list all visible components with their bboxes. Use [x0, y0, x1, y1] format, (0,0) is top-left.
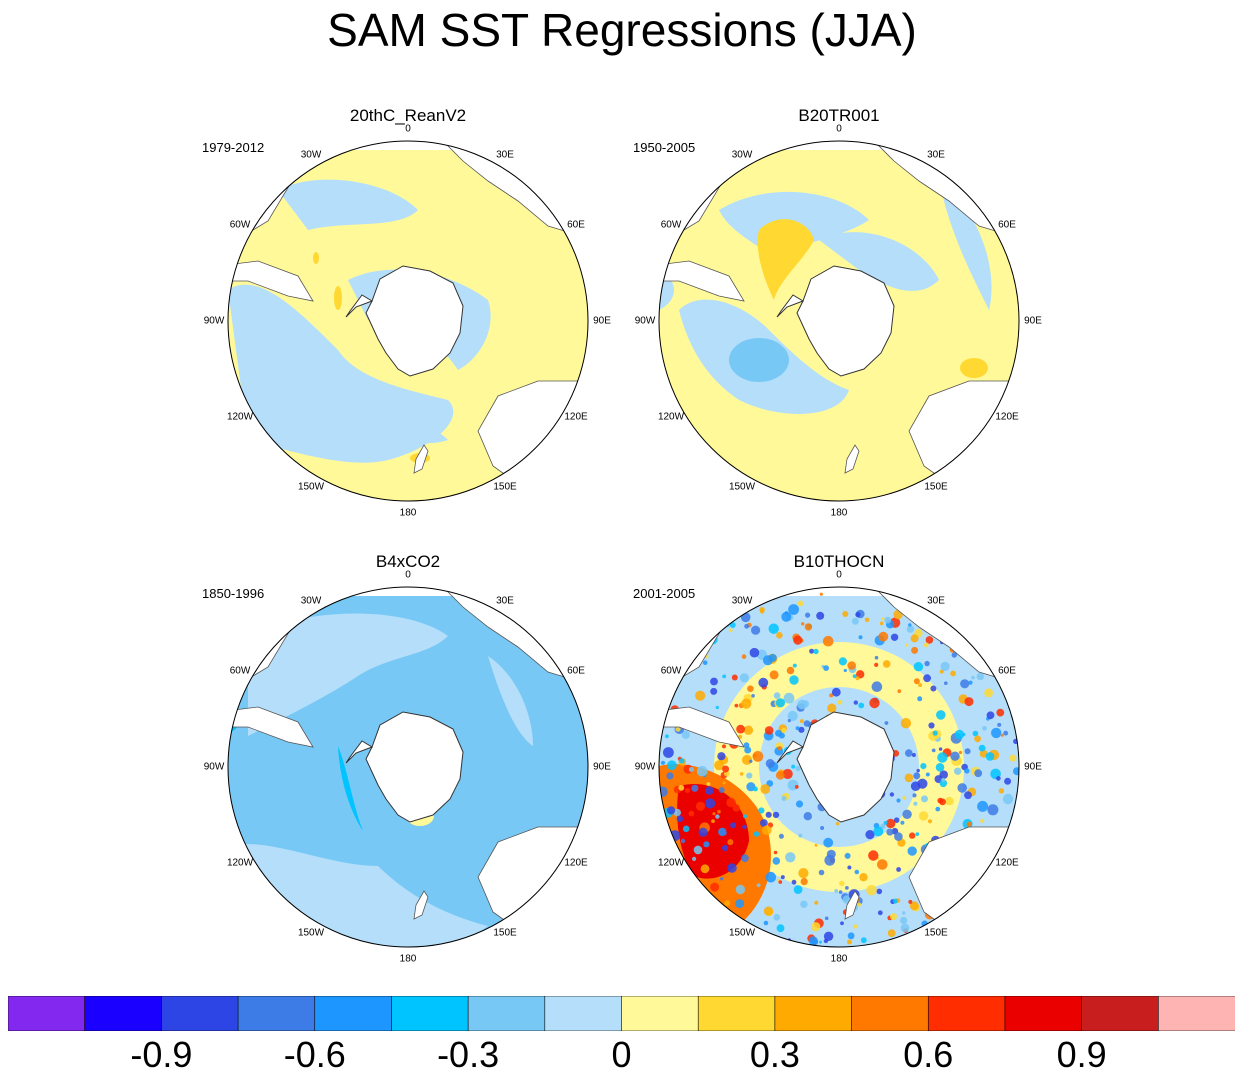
colorbar-swatch [84, 995, 162, 1032]
main-title: SAM SST Regressions (JJA) [327, 4, 917, 56]
period-label: 1979-2012 [202, 140, 265, 155]
longitude-label: 60E [998, 219, 1016, 231]
longitude-label: 150E [493, 481, 517, 493]
colorbar-swatch [467, 995, 546, 1032]
period-label: 2001-2005 [633, 586, 696, 601]
longitude-label: 90W [203, 315, 225, 327]
longitude-label: 60E [567, 219, 585, 231]
longitude-label: 180 [830, 953, 848, 965]
longitude-label: 30E [927, 595, 945, 607]
longitude-label: 120W [657, 857, 685, 869]
longitude-label: 150E [924, 927, 948, 939]
longitude-label: 150W [297, 927, 325, 939]
colorbar-swatch [927, 995, 1006, 1032]
period-label: 1950-2005 [633, 140, 696, 155]
panel-title: B4xCO2 [375, 552, 441, 571]
polar-map [227, 586, 589, 948]
longitude-label: 120E [995, 857, 1019, 869]
map-panel-b4xco2: B4xCO2 1850-1996 0 30E 60E 90E 120E 150E 180 15… [188, 552, 628, 1036]
longitude-label: 90E [593, 315, 611, 327]
longitude-label: 90E [1024, 761, 1042, 773]
colorbar-swatch [1004, 995, 1083, 1032]
longitude-label: 60E [998, 665, 1016, 677]
colorbar [7, 995, 1236, 1032]
longitude-label: 120E [995, 411, 1019, 423]
colorbar-swatch [391, 995, 469, 1032]
longitude-label: 60W [229, 219, 251, 231]
colorbar-tick-label: -0.6 [283, 1034, 346, 1075]
longitude-label: 180 [399, 953, 417, 965]
longitude-label: 0 [405, 123, 411, 135]
colorbar-tick-label: -0.3 [437, 1034, 500, 1075]
colorbar-swatch [314, 995, 393, 1032]
panel-title: B10THOCN [793, 552, 885, 571]
longitude-label: 0 [405, 569, 411, 581]
panel-title: 20thC_ReanV2 [349, 106, 467, 125]
longitude-label: 150W [728, 481, 756, 493]
panel-title: B20TR001 [798, 106, 880, 125]
longitude-label: 90W [634, 761, 656, 773]
longitude-label: 30W [300, 595, 322, 607]
longitude-label: 150W [297, 481, 325, 493]
longitude-label: 60E [567, 665, 585, 677]
longitude-label: 0 [836, 123, 842, 135]
colorbar-swatch [851, 995, 929, 1032]
colorbar-swatch [237, 995, 316, 1032]
colorbar-tick-label: 0.9 [1056, 1034, 1107, 1075]
longitude-label: 30W [731, 595, 753, 607]
longitude-label: 30E [927, 149, 945, 161]
longitude-label: 90W [203, 761, 225, 773]
longitude-label: 120W [226, 857, 254, 869]
polar-map [658, 140, 1020, 502]
colorbar-swatch [544, 995, 623, 1032]
longitude-label: 60W [660, 665, 682, 677]
colorbar-swatch [7, 995, 86, 1032]
colorbar-swatch [161, 995, 239, 1032]
longitude-label: 180 [399, 507, 417, 519]
colorbar-swatch [774, 995, 853, 1032]
longitude-label: 90E [1024, 315, 1042, 327]
longitude-label: 150W [728, 927, 756, 939]
longitude-label: 120E [564, 411, 588, 423]
longitude-label: 60W [229, 665, 251, 677]
longitude-label: 30W [300, 149, 322, 161]
longitude-label: 30E [496, 149, 514, 161]
period-label: 1850-1996 [202, 586, 265, 601]
longitude-label: 120E [564, 857, 588, 869]
longitude-label: 180 [830, 507, 848, 519]
map-panel-b10thocn: B10THOCN 2001-2005 0 30E 60E 90E 120E 150E 180… [619, 552, 1059, 1036]
longitude-label: 60W [660, 219, 682, 231]
colorbar-tick-label: 0.6 [903, 1034, 954, 1075]
map-panel-20thc-reanv2: 20thC_ReanV2 1979-2012 0 30E 60E 90E 120E 150… [188, 106, 628, 590]
longitude-label: 90E [593, 761, 611, 773]
map-panel-b20tr001: B20TR001 1950-2005 0 30E 60E 90E 120E 150E 180… [619, 106, 1059, 590]
longitude-label: 150E [493, 927, 517, 939]
colorbar-swatches [7, 995, 1236, 1032]
colorbar-tick-label: -0.9 [130, 1034, 193, 1075]
polar-map [658, 586, 1020, 948]
longitude-label: 30E [496, 595, 514, 607]
longitude-label: 150E [924, 481, 948, 493]
colorbar-tick-label: 0.3 [749, 1034, 800, 1075]
colorbar-tick-label: 0 [611, 1034, 632, 1075]
colorbar-swatch [1158, 995, 1236, 1032]
longitude-label: 120W [657, 411, 685, 423]
longitude-label: 90W [634, 315, 656, 327]
colorbar-swatch [697, 995, 776, 1032]
longitude-label: 30W [731, 149, 753, 161]
polar-map [227, 140, 589, 502]
longitude-label: 120W [226, 411, 254, 423]
longitude-label: 0 [836, 569, 842, 581]
colorbar-swatch [621, 995, 699, 1032]
colorbar-swatch [1081, 995, 1159, 1032]
